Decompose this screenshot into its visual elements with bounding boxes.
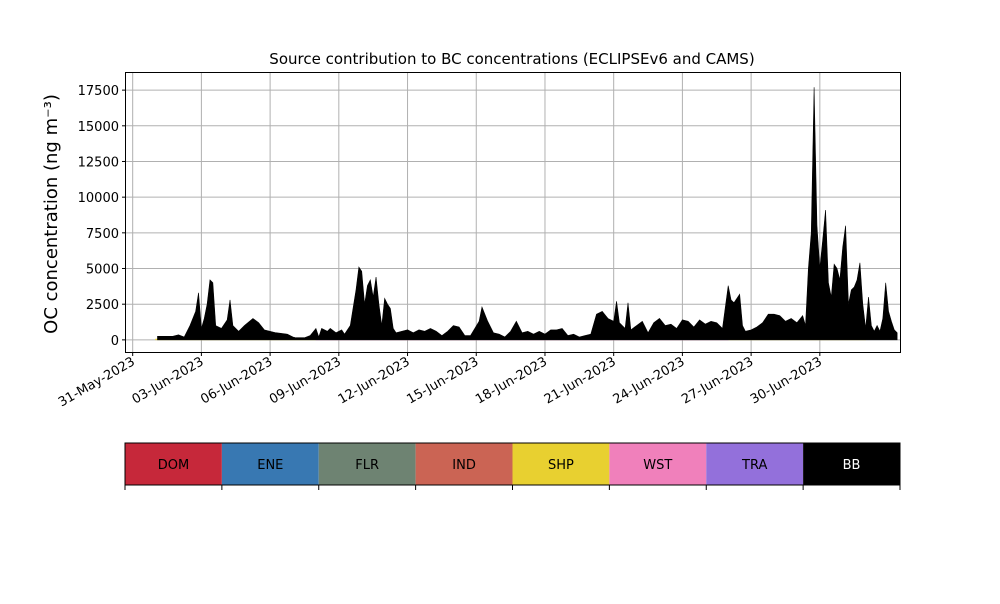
colorbar-label-shp: SHP xyxy=(548,458,574,473)
plot-frame xyxy=(125,72,901,353)
y-tick-label: 12500 xyxy=(78,155,119,170)
series-bb-area xyxy=(157,87,898,341)
y-axis: 0 2500 5000 7500 10000 12500 15000 17500 xyxy=(78,84,126,349)
colorbar-label-ind: IND xyxy=(452,458,476,473)
x-tick-label: 06-Jun-2023 xyxy=(198,354,275,407)
x-tick-label: 09-Jun-2023 xyxy=(267,354,344,407)
source-colorbar: DOM ENE FLR IND SHP WST TRA BB xyxy=(124,442,901,490)
x-tick-label: 03-Jun-2023 xyxy=(130,354,207,407)
colorbar-label-ene: ENE xyxy=(257,458,283,473)
colorbar-label-bb: BB xyxy=(843,458,861,473)
colorbar-swatch-flr xyxy=(318,443,416,485)
y-axis-label: OC concentration (ng m⁻³) xyxy=(41,94,62,334)
x-tick-label: 31-May-2023 xyxy=(56,354,138,410)
x-tick-label: 24-Jun-2023 xyxy=(611,354,688,407)
x-tick-label: 12-Jun-2023 xyxy=(336,354,413,407)
colorbar-swatch-bb xyxy=(803,443,900,485)
colorbar-swatch-wst xyxy=(609,443,707,485)
chart-title: Source contribution to BC concentrations… xyxy=(269,50,754,68)
series-areas xyxy=(155,87,898,341)
y-tick-label: 10000 xyxy=(78,191,119,206)
colorbar-swatch-ind xyxy=(415,443,513,485)
x-tick-label: 21-Jun-2023 xyxy=(542,354,619,407)
y-tick-label: 15000 xyxy=(78,120,119,135)
x-tick-label: 30-Jun-2023 xyxy=(748,354,825,407)
y-tick-label: 0 xyxy=(111,334,119,349)
x-tick-label: 18-Jun-2023 xyxy=(473,354,550,407)
y-tick-label: 2500 xyxy=(86,298,119,313)
x-axis: 31-May-202303-Jun-202306-Jun-202309-Jun-… xyxy=(56,352,825,410)
x-tick-label: 15-Jun-2023 xyxy=(404,354,481,407)
colorbar-label-wst: WST xyxy=(643,458,672,473)
colorbar-label-dom: DOM xyxy=(158,458,189,473)
colorbar-swatch-ene xyxy=(221,443,319,485)
colorbar-label-flr: FLR xyxy=(355,458,379,473)
colorbar-swatch-dom xyxy=(125,443,222,485)
x-tick-label: 27-Jun-2023 xyxy=(679,354,756,407)
gridlines xyxy=(126,73,900,352)
y-tick-label: 5000 xyxy=(86,263,119,278)
y-tick-label: 17500 xyxy=(78,84,119,99)
colorbar-label-tra: TRA xyxy=(741,458,767,473)
y-tick-label: 7500 xyxy=(86,227,119,242)
colorbar-swatch-shp xyxy=(512,443,610,485)
colorbar-swatch-tra xyxy=(706,443,804,485)
